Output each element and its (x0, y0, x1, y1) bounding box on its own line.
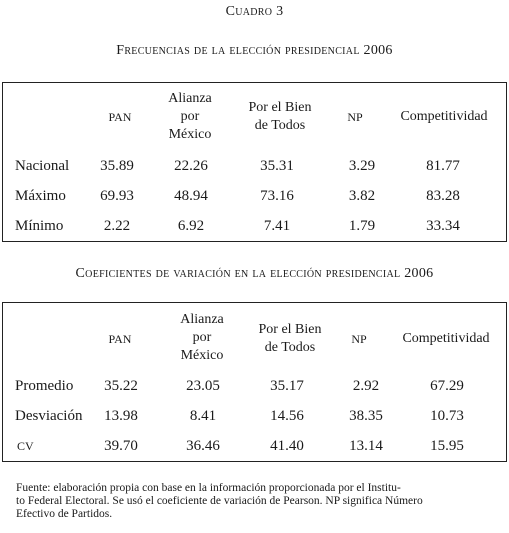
table2-cell: 13.14 (349, 438, 383, 454)
table2-cell: 35.17 (270, 378, 304, 394)
table2-cell: 35.22 (104, 378, 138, 394)
table2-row-label: CV (17, 439, 34, 453)
table2-header-bien: Por el Bien de Todos (258, 322, 322, 355)
table2-cell: 39.70 (104, 438, 138, 454)
table2-header-alianza: Alianza por México (180, 312, 224, 363)
table2-row-label: Promedio (15, 378, 74, 394)
table2-cell: 14.56 (270, 408, 304, 424)
table1-row-label: Máximo (15, 188, 66, 204)
table1-cell: 6.92 (177, 218, 205, 234)
table1-title: Frecuencias de la elección presidencial … (116, 43, 393, 58)
table-caption: Cuadro 3 (225, 4, 284, 19)
table1-row-label: Mínimo (15, 218, 64, 234)
table2-cell: 67.29 (430, 378, 464, 394)
table1-cell: 2.22 (103, 218, 131, 234)
table2-cell: 10.73 (430, 408, 464, 424)
table2-header-np: NP (351, 332, 367, 346)
table2-cell: 8.41 (189, 408, 217, 424)
table1-cell: 22.26 (174, 158, 208, 174)
table1-cell: 3.29 (348, 158, 376, 174)
table2-cell: 38.35 (349, 408, 383, 424)
table1-header-alianza: Alianza por México (168, 91, 212, 142)
table2-cell: 13.98 (104, 408, 138, 424)
table2-cell: 41.40 (270, 438, 304, 454)
table2-row-label: Desviación (15, 408, 83, 424)
table1-cell: 3.82 (348, 188, 376, 204)
table1-cell: 81.77 (426, 158, 460, 174)
table1-cell: 35.89 (100, 158, 134, 174)
table1-header-bien: Por el Bien de Todos (248, 100, 312, 133)
table1-header-pan: PAN (108, 110, 132, 124)
table1-row-label: Nacional (15, 158, 70, 174)
table2-header-competitividad: Competitividad (402, 331, 490, 346)
table1-header-competitividad: Competitividad (400, 109, 488, 124)
table1-cell: 73.16 (260, 188, 294, 204)
source-note-line: to Federal Electoral. Se usó el coeficie… (16, 495, 423, 507)
table1-cell: 1.79 (348, 218, 376, 234)
table1: PAN Alianza por México Por el Bien de To… (2, 82, 507, 242)
table1-cell: 7.41 (263, 218, 291, 234)
table2-cell: 15.95 (430, 438, 464, 454)
table1-cell: 83.28 (426, 188, 460, 204)
source-note-line: Efectivo de Partidos. (16, 508, 113, 520)
source-note-line: Fuente: elaboración propia con base en l… (16, 482, 401, 494)
table2-title: Coeficientes de variación en la elección… (75, 266, 434, 281)
table1-cell: 48.94 (174, 188, 208, 204)
table1-header-np: NP (347, 110, 363, 124)
table1-cell: 69.93 (100, 188, 134, 204)
table1-cell: 33.34 (426, 218, 460, 234)
table2-header-pan: PAN (108, 332, 132, 346)
table1-cell: 35.31 (260, 158, 294, 174)
table2-cell: 36.46 (186, 438, 220, 454)
table2-cell: 23.05 (186, 378, 220, 394)
table2-cell: 2.92 (352, 378, 380, 394)
source-note: Fuente: elaboración propia con base en l… (16, 482, 506, 521)
table2: PAN Alianza por México Por el Bien de To… (2, 302, 507, 462)
